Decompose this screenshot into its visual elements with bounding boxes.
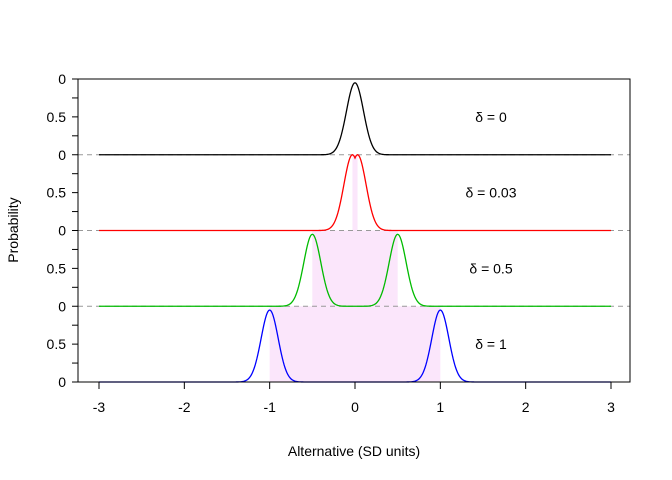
x-tick-label: 1 bbox=[436, 399, 444, 415]
density-curve bbox=[99, 233, 611, 307]
x-tick-label: 0 bbox=[351, 399, 359, 415]
x-tick-label: -3 bbox=[93, 399, 106, 415]
shaded-region bbox=[312, 230, 398, 307]
delta-labels: δ = 0 δ = 0.03 δ = 0.5 δ = 1 bbox=[466, 109, 517, 352]
y-tick-label: 0 bbox=[58, 147, 66, 163]
y-tick-label: 0 bbox=[58, 374, 66, 390]
delta-label: δ = 0 bbox=[475, 109, 507, 125]
y-axis: 0 0.5 0 0.5 0 0.5 0 0.5 0 bbox=[47, 71, 78, 390]
x-axis: -3 -2 -1 0 1 2 3 bbox=[93, 382, 615, 415]
x-tick-label: -1 bbox=[263, 399, 276, 415]
shaded-region bbox=[352, 154, 358, 231]
x-tick-label: 2 bbox=[522, 399, 530, 415]
y-tick-label: 0 bbox=[58, 298, 66, 314]
x-axis-title: Alternative (SD units) bbox=[288, 443, 420, 459]
y-tick-label: 0 bbox=[58, 71, 66, 87]
delta-label: δ = 1 bbox=[475, 336, 507, 352]
y-axis-title: Probability bbox=[5, 197, 21, 262]
x-tick-label: 3 bbox=[607, 399, 615, 415]
y-tick-label: 0.5 bbox=[47, 260, 67, 276]
x-tick-label: -2 bbox=[178, 399, 191, 415]
y-tick-label: 0.5 bbox=[47, 336, 67, 352]
y-tick-label: 0.5 bbox=[47, 185, 67, 201]
density-curve bbox=[99, 82, 611, 156]
y-tick-label: 0.5 bbox=[47, 109, 67, 125]
delta-label: δ = 0.5 bbox=[469, 260, 512, 276]
density-curve bbox=[99, 154, 611, 232]
shaded-regions bbox=[269, 154, 441, 382]
delta-label: δ = 0.03 bbox=[466, 185, 517, 201]
y-tick-label: 0 bbox=[58, 223, 66, 239]
shaded-region bbox=[269, 306, 441, 382]
